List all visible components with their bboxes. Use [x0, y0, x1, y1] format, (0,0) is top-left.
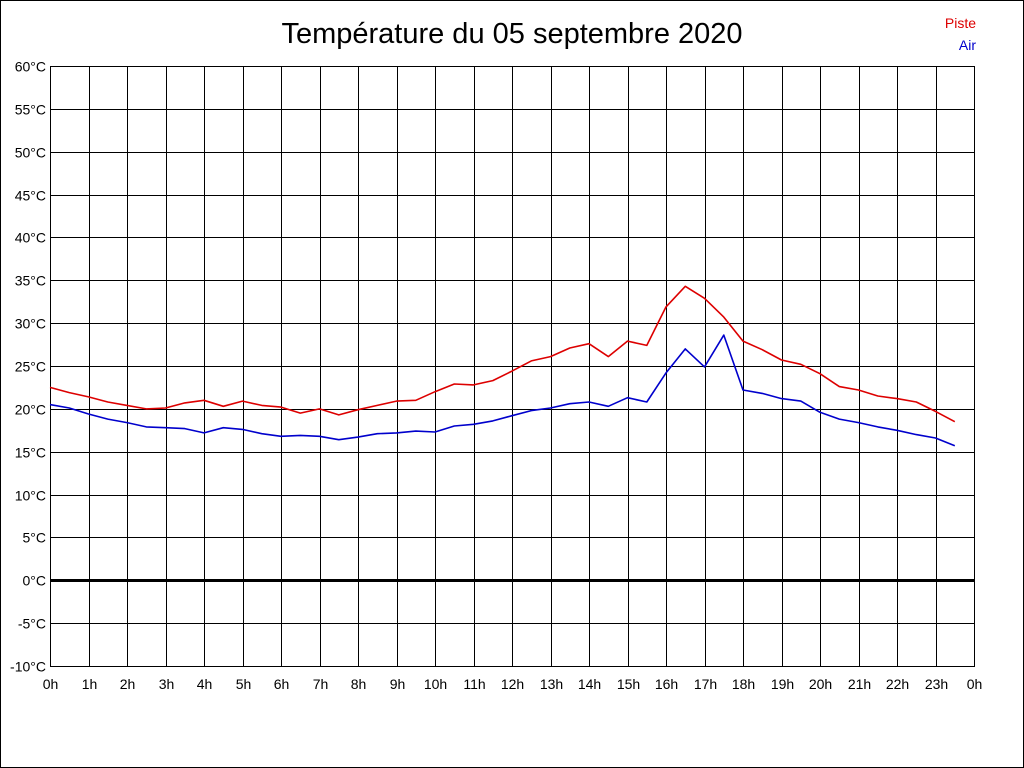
series-line-piste [49, 285, 956, 423]
legend-air: Air [958, 37, 976, 53]
y-tick-label: 60°C [15, 59, 46, 75]
y-tick-label: 10°C [15, 488, 46, 504]
y-tick-label: 40°C [15, 230, 46, 246]
x-tick-label: 13h [540, 676, 563, 692]
x-tick-label: 21h [848, 676, 871, 692]
x-tick-label: 9h [390, 676, 406, 692]
x-tick-label: 0h [967, 676, 983, 692]
x-tick-label: 16h [655, 676, 678, 692]
x-tick-label: 8h [351, 676, 367, 692]
x-tick-label: 20h [809, 676, 832, 692]
x-tick-label: 17h [694, 676, 717, 692]
x-tick-label: 5h [236, 676, 252, 692]
legend: Piste Air [945, 12, 976, 56]
x-tick-label: 15h [617, 676, 640, 692]
y-tick-label: 5°C [23, 530, 47, 546]
y-tick-label: 50°C [15, 145, 46, 161]
y-tick-label: 25°C [15, 359, 46, 375]
x-tick-label: 7h [313, 676, 329, 692]
x-tick-label: 2h [120, 676, 136, 692]
legend-piste: Piste [944, 15, 976, 31]
y-tick-label: 15°C [15, 445, 46, 461]
y-tick-label: 30°C [15, 316, 46, 332]
x-tick-label: 3h [159, 676, 175, 692]
x-tick-label: 0h [43, 676, 59, 692]
chart-title: Température du 05 septembre 2020 [281, 18, 743, 50]
y-tick-label: 20°C [15, 402, 46, 418]
x-tick-label: 6h [274, 676, 290, 692]
x-tick-label: 12h [501, 676, 524, 692]
x-tick-label: 22h [886, 676, 909, 692]
x-tick-label: 18h [732, 676, 755, 692]
y-tick-label: 55°C [15, 102, 46, 118]
y-tick-label: 0°C [23, 573, 47, 589]
x-tick-label: 14h [578, 676, 601, 692]
y-tick-label: -5°C [18, 616, 46, 632]
x-tick-label: 11h [463, 676, 485, 692]
x-tick-label: 10h [424, 676, 447, 692]
x-tick-label: 4h [197, 676, 213, 692]
y-tick-label: 45°C [15, 188, 46, 204]
series-line-air [49, 334, 956, 447]
plot-border [50, 66, 975, 667]
y-tick-label: 35°C [15, 273, 46, 289]
x-tick-label: 23h [925, 676, 948, 692]
x-tick-label: 1h [82, 676, 98, 692]
x-tick-label: 19h [771, 676, 794, 692]
y-tick-label: -10°C [10, 659, 46, 675]
